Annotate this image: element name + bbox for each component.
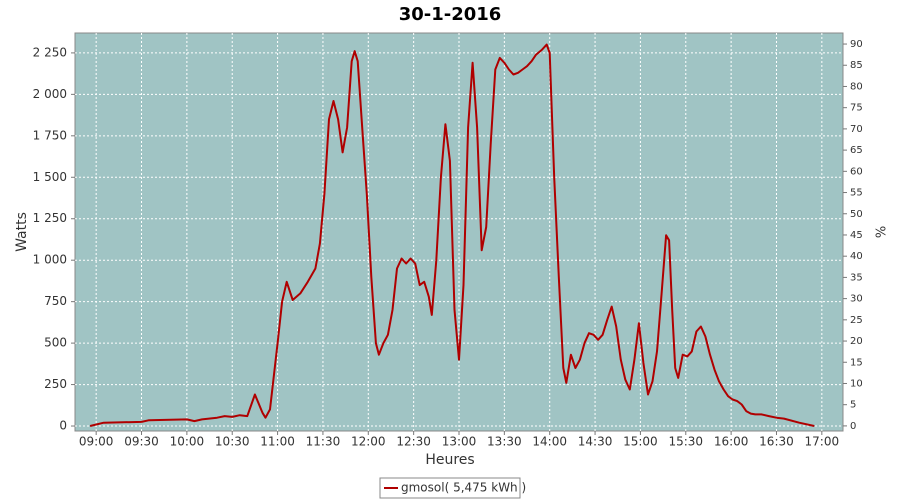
y-tick-label: 750: [44, 294, 67, 308]
y-tick-label: 1 000: [33, 253, 67, 267]
chart-title: 30-1-2016: [399, 4, 502, 25]
y2-tick-label: 50: [850, 209, 863, 220]
legend-box: [379, 477, 521, 499]
x-tick-label: 14:30: [578, 435, 613, 449]
y2-tick-label: 80: [850, 81, 863, 92]
y2-tick-label: 10: [850, 378, 863, 389]
x-tick-label: 09:30: [124, 435, 159, 449]
y2-tick-label: 40: [850, 251, 863, 262]
y2-tick-label: 85: [850, 60, 863, 71]
legend-label: gmosol( 5,475 kWh ): [401, 481, 526, 495]
y2-tick-label: 65: [850, 145, 863, 156]
y-tick-label: 2 000: [33, 87, 67, 101]
x-tick-label: 13:30: [487, 435, 522, 449]
x-tick-label: 14:00: [532, 435, 567, 449]
y2-tick-label: 5: [850, 400, 856, 411]
x-tick-label: 15:30: [668, 435, 703, 449]
y2-tick-label: 30: [850, 294, 863, 305]
y-tick-label: 2 250: [33, 45, 67, 59]
y2-tick-label: 0: [850, 421, 856, 432]
y-tick-label: 1 750: [33, 128, 67, 142]
x-tick-label: 11:00: [260, 435, 295, 449]
series-line: [89, 43, 815, 427]
y-tick-label: 250: [44, 377, 67, 391]
y-tick-label: 0: [59, 419, 67, 433]
y2-tick-label: 45: [850, 230, 863, 241]
y2-tick-label: 15: [850, 357, 863, 368]
y-axis-label: Watts: [14, 212, 30, 252]
x-tick-label: 16:30: [759, 435, 794, 449]
plot-area: [74, 32, 844, 432]
x-tick-label: 11:30: [306, 435, 341, 449]
x-tick-label: 12:30: [396, 435, 431, 449]
y2-tick-label: 25: [850, 315, 863, 326]
y2-tick-label: 35: [850, 272, 863, 283]
y2-tick-label: 20: [850, 336, 863, 347]
x-tick-label: 10:30: [215, 435, 250, 449]
x-tick-label: 12:00: [351, 435, 386, 449]
x-axis-label: Heures: [425, 452, 474, 468]
y2-tick-label: 70: [850, 124, 863, 135]
y2-tick-label: 75: [850, 103, 863, 114]
x-tick-label: 10:00: [170, 435, 205, 449]
x-tick-label: 09:00: [79, 435, 114, 449]
y-tick-label: 1 250: [33, 211, 67, 225]
y2-tick-label: 90: [850, 39, 863, 50]
y2-axis-label: %: [875, 226, 890, 238]
x-tick-label: 17:00: [805, 435, 840, 449]
x-tick-label: 15:00: [623, 435, 658, 449]
y-tick-label: 500: [44, 336, 67, 350]
y-tick-label: 1 500: [33, 170, 67, 184]
y2-tick-label: 55: [850, 188, 863, 199]
x-tick-label: 16:00: [714, 435, 749, 449]
x-tick-label: 13:00: [442, 435, 477, 449]
y2-tick-label: 60: [850, 166, 863, 177]
